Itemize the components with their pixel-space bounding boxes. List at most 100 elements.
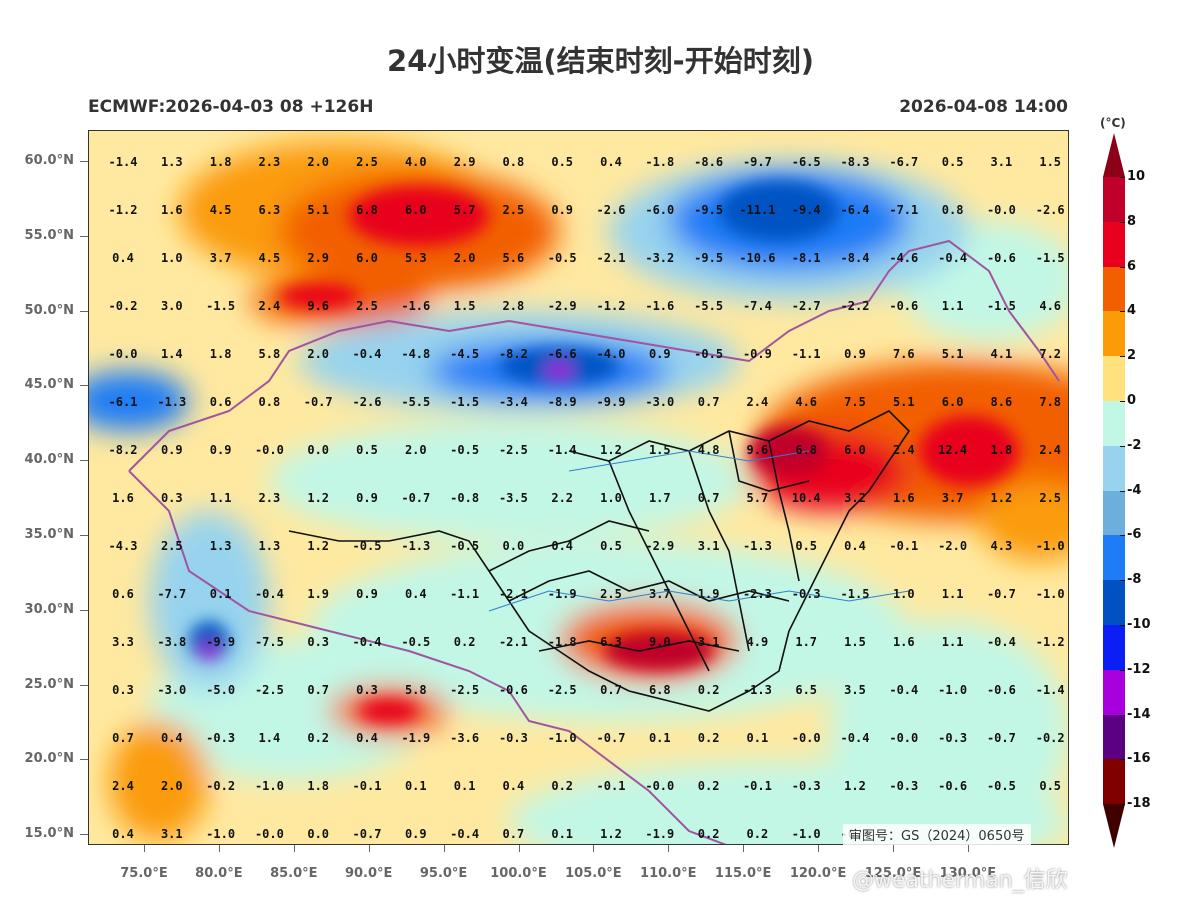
grid-value: 1.5 xyxy=(844,635,866,649)
grid-value: 1.6 xyxy=(892,491,915,505)
grid-value: -0.0 xyxy=(254,443,284,457)
grid-value: -3.4 xyxy=(498,395,528,409)
grid-value: 12.4 xyxy=(938,443,968,457)
longitude-label: 75.0°E xyxy=(120,866,168,881)
grid-value: 2.0 xyxy=(307,347,330,361)
grid-value: -9.4 xyxy=(791,203,821,217)
grid-value: -9.9 xyxy=(206,635,236,649)
grid-value: -1.5 xyxy=(206,299,236,313)
colorbar-label: -2 xyxy=(1127,437,1142,453)
grid-value: 3.1 xyxy=(697,539,720,553)
grid-value: 3.1 xyxy=(697,635,720,649)
colorbar-segment xyxy=(1103,177,1125,222)
grid-value: -2.5 xyxy=(254,683,284,697)
grid-value: -0.4 xyxy=(254,587,284,601)
grid-value: -3.2 xyxy=(645,251,675,265)
national-border xyxy=(128,239,1060,844)
colorbar-segment xyxy=(1103,490,1125,536)
grid-value: 0.5 xyxy=(1039,779,1062,793)
grid-value: 4.5 xyxy=(209,203,232,217)
latitude-tick xyxy=(80,235,88,237)
grid-value: 2.0 xyxy=(404,443,427,457)
colorbar-tick xyxy=(1120,490,1125,492)
grid-value: 0.2 xyxy=(453,635,476,649)
grid-value: 2.4 xyxy=(892,443,915,457)
grid-value: -1.4 xyxy=(1035,683,1065,697)
grid-value: 0.7 xyxy=(697,395,720,409)
latitude-tick xyxy=(80,609,88,611)
grid-value: 1.2 xyxy=(600,827,622,841)
grid-value: 1.4 xyxy=(258,731,281,745)
grid-value: 1.2 xyxy=(600,443,622,457)
grid-value: -1.4 xyxy=(108,155,138,169)
grid-value: 6.5 xyxy=(795,683,818,697)
grid-value: 0.2 xyxy=(697,731,720,745)
grid-value: 0.4 xyxy=(404,587,427,601)
colorbar-label: 6 xyxy=(1127,258,1137,274)
model-run-label: ECMWF:2026-04-03 08 +126H xyxy=(88,97,374,117)
grid-value: 1.5 xyxy=(453,299,476,313)
grid-value: 5.7 xyxy=(746,491,769,505)
colorbar-tick xyxy=(1120,177,1125,178)
grid-value: 0.5 xyxy=(941,155,964,169)
grid-value: 0.9 xyxy=(404,827,427,841)
grid-value: -1.5 xyxy=(1035,251,1065,265)
colorbar-segment xyxy=(1103,356,1125,401)
colorbar-tick xyxy=(1120,669,1125,671)
latitude-tick xyxy=(80,684,88,686)
grid-value: 1.2 xyxy=(844,779,866,793)
grid-value: 1.5 xyxy=(1039,155,1062,169)
grid-value: 0.4 xyxy=(844,539,866,553)
grid-value: -5.0 xyxy=(206,683,236,697)
grid-value: 0.8 xyxy=(258,395,281,409)
grid-value: 1.1 xyxy=(941,299,964,313)
grid-value: 2.0 xyxy=(307,155,330,169)
map-approval-number: 审图号：GS（2024）0650号 xyxy=(843,824,1031,845)
grid-value: -0.7 xyxy=(352,827,382,841)
grid-value: 4.1 xyxy=(990,347,1013,361)
grid-value: 4.6 xyxy=(1039,299,1062,313)
grid-value: -2.1 xyxy=(498,635,528,649)
grid-value: 2.4 xyxy=(112,779,134,793)
grid-value: -0.5 xyxy=(547,251,577,265)
grid-value: -1.8 xyxy=(547,635,577,649)
colorbar-label: 10 xyxy=(1127,169,1146,184)
colorbar-segment xyxy=(1103,759,1125,805)
grid-value: -1.3 xyxy=(742,683,772,697)
grid-value: -1.0 xyxy=(547,731,577,745)
grid-value: 1.1 xyxy=(209,491,232,505)
grid-value: 0.5 xyxy=(600,539,622,553)
grid-value: -0.3 xyxy=(938,731,968,745)
grid-value: 5.1 xyxy=(892,395,915,409)
grid-value: 1.8 xyxy=(307,779,330,793)
colorbar-label: 2 xyxy=(1127,348,1137,364)
longitude-tick xyxy=(443,845,445,852)
grid-value: -0.0 xyxy=(986,203,1016,217)
grid-value: -0.4 xyxy=(352,347,382,361)
grid-value: 0.4 xyxy=(160,731,183,745)
grid-value: -3.8 xyxy=(157,635,187,649)
grid-value: 7.5 xyxy=(844,395,866,409)
grid-value: -2.9 xyxy=(645,539,675,553)
grid-value: -2.1 xyxy=(498,587,528,601)
grid-value: -1.5 xyxy=(840,587,870,601)
colorbar-label: 8 xyxy=(1127,213,1137,229)
grid-value: 4.6 xyxy=(795,395,818,409)
grid-value: -0.1 xyxy=(742,779,772,793)
grid-value: -8.9 xyxy=(547,395,577,409)
grid-value: -2.5 xyxy=(498,443,528,457)
grid-value: 0.2 xyxy=(697,827,720,841)
grid-value: -0.5 xyxy=(694,347,724,361)
colorbar-label: 4 xyxy=(1127,303,1137,319)
colorbar-label: -16 xyxy=(1127,751,1151,767)
grid-value: 0.9 xyxy=(844,347,866,361)
grid-value: -0.4 xyxy=(840,731,870,745)
grid-value: -8.4 xyxy=(840,251,870,265)
grid-value: 0.2 xyxy=(697,779,720,793)
colorbar-segment xyxy=(1103,669,1125,715)
grid-value: 3.1 xyxy=(160,827,183,841)
grid-value: -5.5 xyxy=(401,395,431,409)
grid-value: 3.7 xyxy=(648,587,671,601)
grid-value: 0.1 xyxy=(551,827,574,841)
colorbar-tick xyxy=(1120,311,1125,313)
